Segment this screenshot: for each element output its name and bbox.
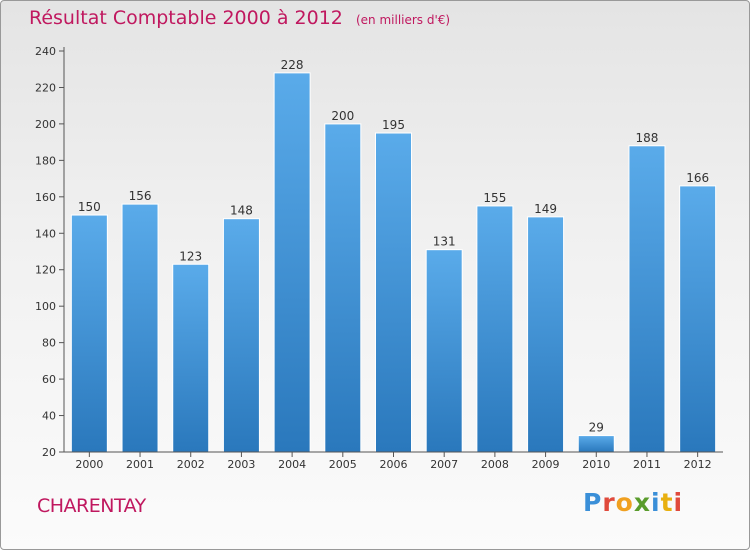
title-unit: (en milliers d'€) <box>355 13 451 27</box>
data-label: 131 <box>433 235 456 249</box>
data-label: 156 <box>129 189 152 203</box>
data-label: 228 <box>281 58 304 72</box>
logo-letter: o <box>615 488 634 517</box>
data-label: 155 <box>483 191 506 205</box>
x-tick-label: 2009 <box>532 458 560 471</box>
y-tick-label: 200 <box>35 118 56 131</box>
x-tick-label: 2011 <box>633 458 661 471</box>
bar <box>476 205 514 453</box>
bar <box>172 263 210 453</box>
x-tick-label: 2004 <box>278 458 306 471</box>
data-label: 149 <box>534 202 557 216</box>
bar <box>375 132 412 453</box>
logo-letter: t <box>660 488 674 517</box>
bar <box>121 203 159 453</box>
x-tick-label: 2007 <box>430 458 458 471</box>
x-tick-label: 2012 <box>684 458 712 471</box>
bar <box>70 214 108 453</box>
y-tick-label: 180 <box>35 154 56 167</box>
x-tick-label: 2005 <box>329 458 357 471</box>
data-label: 123 <box>179 249 202 263</box>
x-tick-label: 2000 <box>75 458 103 471</box>
data-label: 195 <box>382 118 405 132</box>
data-label: 150 <box>78 200 101 214</box>
data-label: 188 <box>636 131 659 145</box>
bar <box>679 185 717 453</box>
y-tick-label: 80 <box>42 337 56 350</box>
data-label: 166 <box>686 171 709 185</box>
x-tick-label: 2001 <box>126 458 154 471</box>
bar <box>527 216 565 453</box>
bar <box>425 249 463 453</box>
logo-letter: i <box>673 488 684 517</box>
y-tick-label: 120 <box>35 264 56 277</box>
y-tick-label: 40 <box>42 410 56 423</box>
y-tick-label: 60 <box>42 373 56 386</box>
bar <box>628 145 666 453</box>
bar <box>577 435 615 453</box>
y-tick-label: 240 <box>35 45 56 58</box>
logo-letter: r <box>602 488 616 517</box>
proxiti-logo[interactable]: Proxiti <box>583 488 683 517</box>
bar <box>324 123 362 453</box>
y-tick-label: 20 <box>42 446 56 459</box>
title-main: Résultat Comptable 2000 à 2012 <box>29 7 343 29</box>
x-tick-label: 2008 <box>481 458 509 471</box>
bar <box>222 218 260 453</box>
logo-letter: i <box>651 488 661 517</box>
data-label: 148 <box>230 204 253 218</box>
data-label: 200 <box>331 109 354 123</box>
x-tick-label: 2002 <box>177 458 205 471</box>
data-label: 29 <box>589 421 604 435</box>
y-tick-label: 100 <box>35 300 56 313</box>
logo-letter: P <box>583 488 603 517</box>
bar <box>273 72 311 453</box>
y-tick-label: 220 <box>35 81 56 94</box>
y-tick-label: 140 <box>35 227 56 240</box>
logo-letter: x <box>633 488 651 517</box>
x-tick-label: 2003 <box>227 458 255 471</box>
commune-name: CHARENTAY <box>37 495 146 517</box>
x-tick-label: 2006 <box>380 458 408 471</box>
x-tick-label: 2010 <box>582 458 610 471</box>
chart-title: Résultat Comptable 2000 à 2012 (en milli… <box>29 7 450 29</box>
y-tick-label: 160 <box>35 191 56 204</box>
